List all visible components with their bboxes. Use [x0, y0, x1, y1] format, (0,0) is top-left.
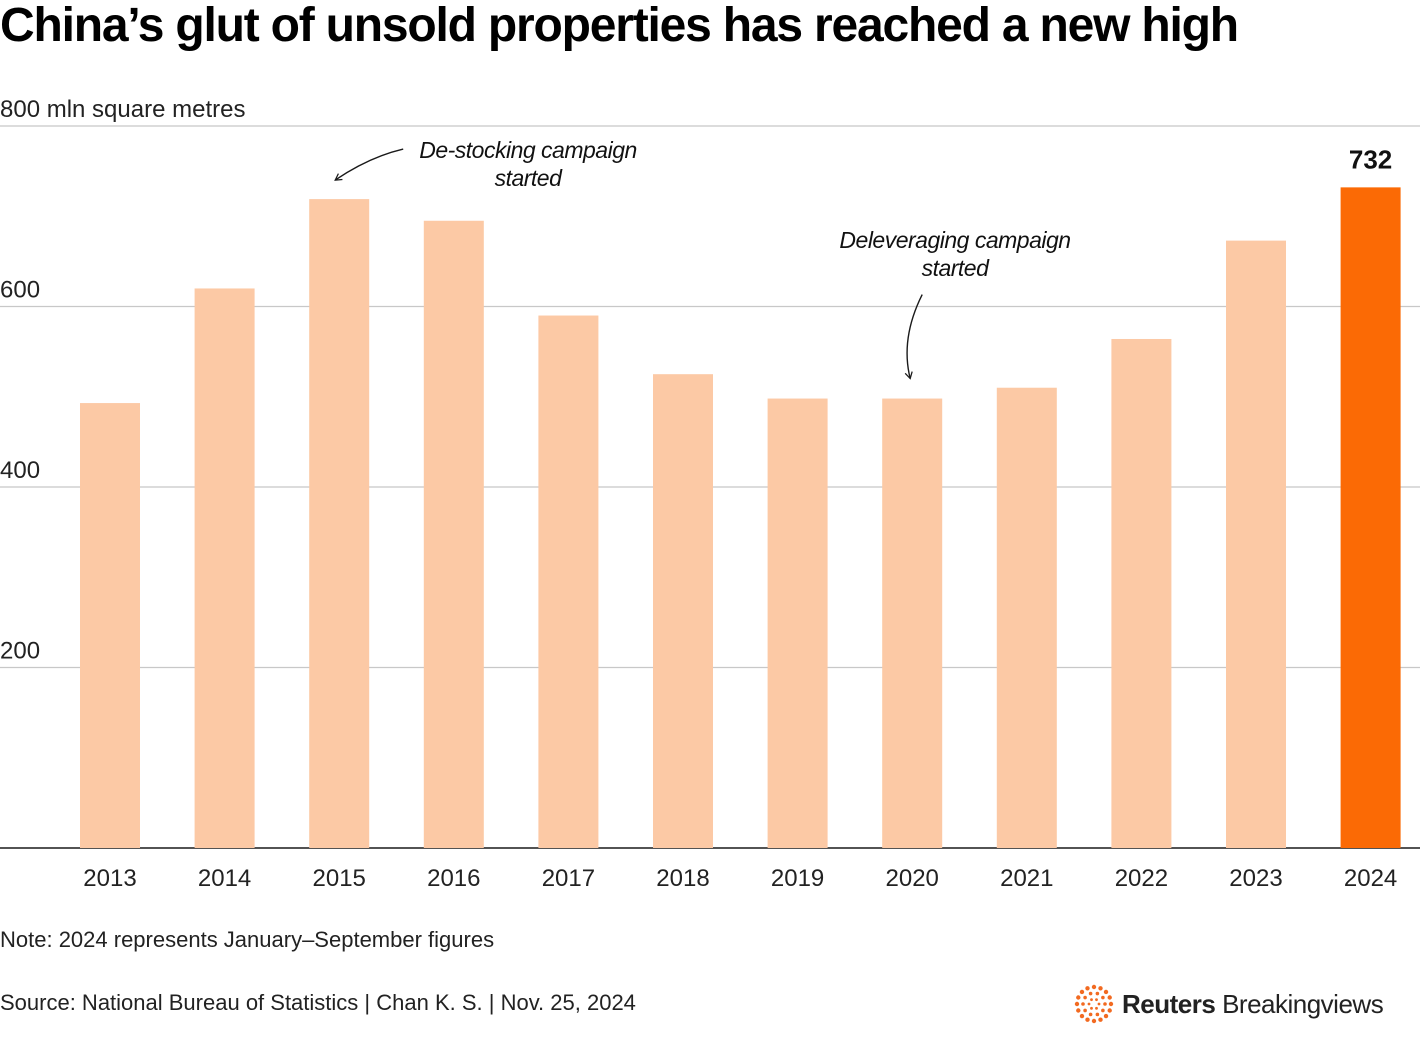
bar	[882, 398, 943, 848]
chart-source: Source: National Bureau of Statistics | …	[0, 990, 636, 1015]
x-tick-label: 2017	[542, 865, 595, 892]
reuters-breakingviews-logo: Reuters Breakingviews	[1074, 982, 1384, 1026]
logo-dot	[1090, 998, 1093, 1002]
logo-dot	[1079, 1013, 1085, 1019]
bars	[80, 187, 1401, 848]
bar	[538, 315, 599, 848]
logo-dot	[1103, 989, 1109, 995]
logo-dot	[1087, 1002, 1091, 1006]
x-tick-label: 2013	[83, 865, 136, 892]
x-tick-label: 2024	[1344, 865, 1397, 892]
logo-dot	[1095, 1006, 1098, 1010]
bar	[194, 288, 255, 848]
chart-note: Note: 2024 represents January–September …	[0, 927, 495, 952]
logo-dot	[1088, 991, 1093, 996]
bar	[423, 220, 484, 848]
logo-brand: Reuters	[1122, 988, 1216, 1019]
logo-product: Breakingviews	[1222, 988, 1384, 1019]
annotation-text: Deleveraging campaign	[839, 227, 1070, 253]
logo-dot	[1091, 984, 1097, 990]
logo-dot	[1103, 1013, 1109, 1019]
logo-dot	[1101, 995, 1105, 1000]
logo-dot	[1079, 989, 1085, 995]
logo-wordmark: Reuters Breakingviews	[1122, 988, 1384, 1020]
annotations: De-stocking campaignstartedDeleveraging …	[334, 137, 1071, 380]
bar	[80, 403, 140, 848]
x-tick-label: 2021	[1000, 865, 1053, 892]
logo-dot	[1098, 986, 1103, 991]
x-tick-label: 2018	[656, 865, 709, 892]
bar	[1226, 240, 1286, 848]
logo-dot	[1095, 991, 1100, 996]
logo-dot	[1107, 995, 1112, 1000]
y-tick-label: 800 mln square metres	[0, 96, 245, 123]
logo-dot	[1076, 1008, 1081, 1013]
bar	[1111, 338, 1172, 848]
logo-dot	[1090, 1006, 1093, 1010]
bar-chart: 200 400 600 800 mln square metres 2013 2014 20…	[0, 96, 1420, 892]
annotation-arrow	[334, 148, 404, 181]
y-tick-label: 200	[0, 638, 40, 665]
logo-dot	[1091, 1018, 1097, 1024]
annotation-text: started	[495, 165, 564, 191]
logo-dot	[1076, 995, 1081, 1000]
y-tick-label: 600	[0, 277, 40, 304]
logo-dot	[1085, 986, 1090, 991]
annotation-text: De-stocking campaign	[419, 137, 637, 163]
logo-dot	[1097, 1002, 1101, 1006]
logo-dot	[1101, 1008, 1105, 1013]
annotation-arrow	[904, 294, 923, 380]
x-tick-label: 2014	[198, 865, 251, 892]
y-tick-label: 400	[0, 457, 40, 484]
labels: 200 400 600 800 mln square metres 2013 2014 20…	[0, 96, 1397, 892]
bar	[1340, 187, 1401, 848]
logo-dot	[1107, 1008, 1112, 1013]
logo-dot	[1083, 995, 1087, 1000]
x-tick-label: 2016	[427, 865, 480, 892]
bar	[653, 374, 713, 848]
reuters-dots-icon	[1074, 984, 1114, 1024]
logo-dot	[1103, 1002, 1107, 1006]
logo-dot	[1108, 1001, 1114, 1007]
logo-dot	[1074, 1001, 1080, 1007]
logo-dot	[1085, 1017, 1090, 1022]
x-tick-label: 2015	[313, 865, 366, 892]
annotation-text: started	[922, 255, 991, 281]
x-tick-label: 2019	[771, 865, 824, 892]
logo-dot	[1081, 1002, 1085, 1006]
x-tick-label: 2020	[886, 865, 939, 892]
data-label: 732	[1349, 144, 1392, 174]
logo-dot	[1083, 1008, 1087, 1013]
logo-dot	[1095, 998, 1098, 1002]
x-tick-label: 2023	[1229, 865, 1282, 892]
bar	[767, 398, 828, 848]
x-tick-label: 2022	[1115, 865, 1168, 892]
chart-title: China’s glut of unsold properties has re…	[0, 0, 1239, 52]
bar	[996, 387, 1057, 848]
logo-dot	[1098, 1017, 1103, 1022]
logo-dot	[1095, 1012, 1100, 1017]
logo-dot	[1088, 1012, 1093, 1017]
bar	[309, 199, 370, 848]
